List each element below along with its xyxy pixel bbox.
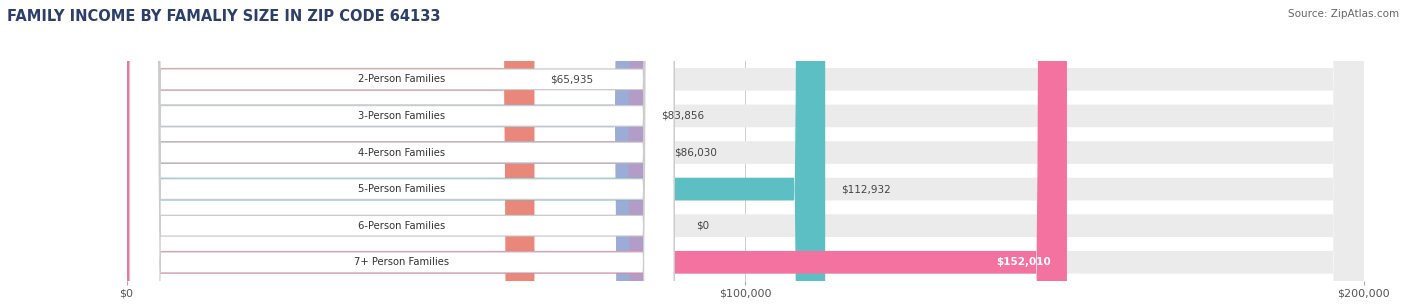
Text: 6-Person Families: 6-Person Families: [359, 221, 446, 231]
FancyBboxPatch shape: [127, 0, 1364, 305]
FancyBboxPatch shape: [127, 0, 645, 305]
FancyBboxPatch shape: [127, 0, 825, 305]
Text: $65,935: $65,935: [550, 74, 593, 84]
Text: FAMILY INCOME BY FAMALIY SIZE IN ZIP CODE 64133: FAMILY INCOME BY FAMALIY SIZE IN ZIP COD…: [7, 9, 440, 24]
FancyBboxPatch shape: [127, 0, 1364, 305]
Text: 2-Person Families: 2-Person Families: [359, 74, 446, 84]
Text: 4-Person Families: 4-Person Families: [359, 148, 446, 157]
FancyBboxPatch shape: [127, 0, 659, 305]
FancyBboxPatch shape: [127, 0, 534, 305]
FancyBboxPatch shape: [129, 0, 673, 305]
FancyBboxPatch shape: [129, 0, 673, 305]
FancyBboxPatch shape: [129, 0, 673, 305]
FancyBboxPatch shape: [127, 0, 1067, 305]
Text: Source: ZipAtlas.com: Source: ZipAtlas.com: [1288, 9, 1399, 19]
Text: $83,856: $83,856: [661, 111, 704, 121]
Text: $86,030: $86,030: [675, 148, 717, 157]
Text: 3-Person Families: 3-Person Families: [359, 111, 446, 121]
FancyBboxPatch shape: [127, 0, 1364, 305]
FancyBboxPatch shape: [129, 0, 673, 305]
FancyBboxPatch shape: [127, 0, 1364, 305]
Text: 5-Person Families: 5-Person Families: [359, 184, 446, 194]
Text: $112,932: $112,932: [841, 184, 890, 194]
FancyBboxPatch shape: [129, 0, 673, 305]
FancyBboxPatch shape: [129, 0, 673, 305]
FancyBboxPatch shape: [127, 0, 1364, 305]
Text: $0: $0: [696, 221, 709, 231]
Text: $152,010: $152,010: [997, 257, 1052, 267]
Text: 7+ Person Families: 7+ Person Families: [354, 257, 450, 267]
FancyBboxPatch shape: [127, 0, 1364, 305]
